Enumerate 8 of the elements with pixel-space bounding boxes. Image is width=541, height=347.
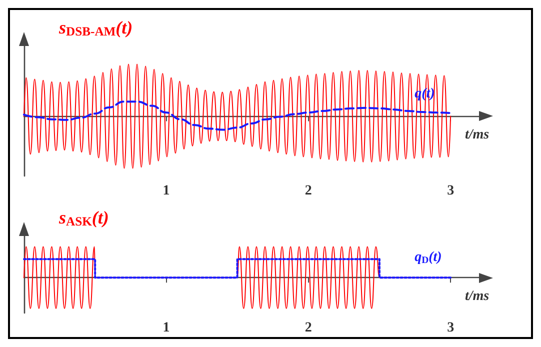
x-tick-label: 2 (304, 184, 312, 198)
x-axis-title: t/ms (465, 128, 490, 143)
x-tick-label: 1 (162, 184, 170, 198)
x-tick-label: 1 (162, 320, 170, 336)
x-tick-label: 2 (304, 320, 312, 336)
x-axis-title: t/ms (465, 289, 490, 304)
x-tick-label: 3 (447, 184, 454, 198)
x-tick-label: 3 (447, 320, 454, 336)
